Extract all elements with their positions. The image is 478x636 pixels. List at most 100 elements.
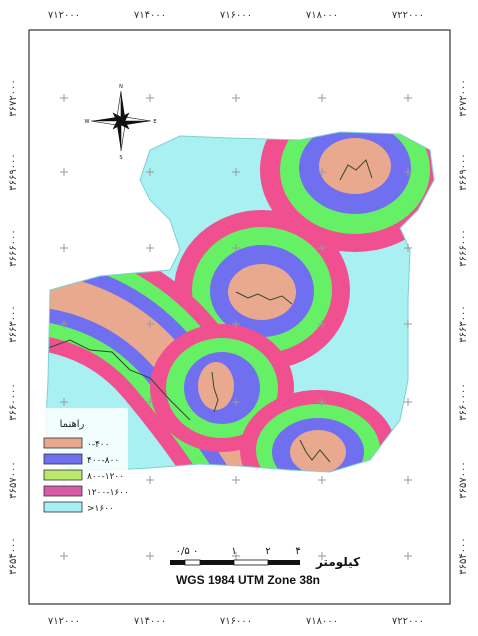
legend-item: ۰-۴۰۰ [43,437,110,450]
graticule-cross [146,398,154,406]
graticule-cross [404,552,412,560]
graticule-cross [318,94,326,102]
y-tick-left-6: ۳۶۵۷۰۰۰ [8,461,19,499]
y-tick-left-1: ۳۶۷۲۰۰۰ [8,79,19,117]
scale-label-1: ۱ [231,546,236,557]
scale-segment-3 [200,560,234,565]
compass-east-label: E [153,119,156,125]
graticule-cross [318,552,326,560]
legend-label: ۴۰۰-۸۰۰ [87,456,119,466]
scale-segment-5 [268,560,300,565]
projection-label: WGS 1984 UTM Zone 38n [176,573,320,587]
graticule-cross [146,94,154,102]
graticule-cross [60,168,68,176]
compass-south-label: S [119,155,122,161]
scale-bar: ۰/۵ ۰ ۱ ۲ ۴ کیلومتر [170,546,360,570]
x-tick-top-5: ۷۲۲۰۰۰ [392,10,424,21]
legend-item: ۸۰۰-۱۲۰۰ [43,469,124,482]
graticule-cross [146,476,154,484]
graticule-cross [146,552,154,560]
x-tick-bottom-3: ۷۱۶۰۰۰ [220,616,252,627]
scale-label-2: ۲ [265,546,270,557]
graticule-cross [60,552,68,560]
graticule-cross [60,320,68,328]
graticule-cross [146,244,154,252]
graticule-cross [404,398,412,406]
buffer-group-south-middle [150,324,294,452]
y-tick-left-2: ۳۶۶۹۰۰۰ [8,153,19,191]
legend-label: ۱۲۰۰-۱۶۰۰ [87,488,129,498]
graticule-cross [404,94,412,102]
graticule-cross [60,244,68,252]
x-tick-bottom-1: ۷۱۲۰۰۰ [48,616,80,627]
x-axis-bottom: ۷۱۲۰۰۰ ۷۱۴۰۰۰ ۷۱۶۰۰۰ ۷۱۸۰۰۰ ۷۲۲۰۰۰ [48,616,424,627]
y-tick-left-4: ۳۶۶۳۰۰۰ [8,305,19,343]
legend-item: ۱۲۰۰-۱۶۰۰ [43,485,129,498]
graticule-cross [146,168,154,176]
buffer-group-northeast [260,132,434,252]
scale-unit-label: کیلومتر [315,555,360,570]
scale-segment-1 [170,560,185,565]
y-axis-right: ۳۶۷۲۰۰۰ ۳۶۶۹۰۰۰ ۳۶۶۶۰۰۰ ۳۶۶۳۰۰۰ ۳۶۶۰۰۰۰ … [458,79,469,575]
y-tick-right-5: ۳۶۶۰۰۰۰ [458,383,469,421]
graticule-cross [232,244,240,252]
compass-north-label: N [119,84,123,90]
scale-segment-2 [184,559,201,566]
y-tick-left-5: ۳۶۶۰۰۰۰ [8,383,19,421]
legend: راهنما ۰-۴۰۰ ۴۰۰-۸۰۰ ۸۰۰-۱۲۰۰ ۱۲۰۰-۱۶۰۰ >۱۶۰… [40,408,129,520]
graticule-crosses [60,94,412,560]
y-axis-left: ۳۶۷۲۰۰۰ ۳۶۶۹۰۰۰ ۳۶۶۶۰۰۰ ۳۶۶۳۰۰۰ ۳۶۶۰۰۰۰ … [8,79,19,575]
legend-swatch [43,469,83,481]
legend-swatch [43,437,83,449]
x-tick-bottom-2: ۷۱۴۰۰۰ [134,616,166,627]
graticule-cross [232,552,240,560]
scale-segment-4 [233,559,269,566]
graticule-cross [60,94,68,102]
graticule-cross [318,244,326,252]
legend-swatch [43,501,83,513]
graticule-cross [404,244,412,252]
graticule-cross [232,398,240,406]
legend-item: >۱۶۰۰ [43,501,114,514]
x-tick-top-2: ۷۱۴۰۰۰ [134,10,166,21]
graticule-cross [404,476,412,484]
legend-title: راهنما [60,419,85,430]
y-tick-right-3: ۳۶۶۶۰۰۰ [458,229,469,267]
graticule-cross [318,398,326,406]
y-tick-right-7: ۳۶۵۴۰۰۰ [458,537,469,575]
graticule-cross [146,320,154,328]
graticule-cross [318,320,326,328]
graticule-cross [318,476,326,484]
graticule-cross [232,476,240,484]
x-tick-bottom-5: ۷۲۲۰۰۰ [392,616,424,627]
compass-rose-icon: N S E W [85,84,157,161]
legend-swatch [43,485,83,497]
x-tick-top-3: ۷۱۶۰۰۰ [220,10,252,21]
graticule-cross [232,168,240,176]
x-tick-bottom-4: ۷۱۸۰۰۰ [306,616,338,627]
legend-swatch [43,453,83,465]
graticule-cross [318,168,326,176]
scale-label-4: ۴ [295,546,300,557]
graticule-cross [404,168,412,176]
y-tick-right-6: ۳۶۵۷۰۰۰ [458,461,469,499]
graticule-cross [232,94,240,102]
study-boundary [45,131,435,473]
legend-label: >۱۶۰۰ [87,504,114,514]
y-tick-right-1: ۳۶۷۲۰۰۰ [458,79,469,117]
x-tick-top-4: ۷۱۸۰۰۰ [306,10,338,21]
scale-label-0-0.5: ۰/۵ ۰ [176,546,199,557]
graticule-cross [404,320,412,328]
compass-west-label: W [85,119,90,125]
graticule-cross [60,398,68,406]
stream-lines [47,159,373,463]
y-tick-left-3: ۳۶۶۶۰۰۰ [8,229,19,267]
x-tick-top-1: ۷۱۲۰۰۰ [48,10,80,21]
x-axis-top: ۷۱۲۰۰۰ ۷۱۴۰۰۰ ۷۱۶۰۰۰ ۷۱۸۰۰۰ ۷۲۲۰۰۰ [48,10,424,21]
y-tick-right-4: ۳۶۶۳۰۰۰ [458,305,469,343]
legend-label: ۰-۴۰۰ [87,440,110,450]
y-tick-left-7: ۳۶۵۴۰۰۰ [8,537,19,575]
graticule-cross [232,320,240,328]
legend-item: ۴۰۰-۸۰۰ [43,453,119,466]
